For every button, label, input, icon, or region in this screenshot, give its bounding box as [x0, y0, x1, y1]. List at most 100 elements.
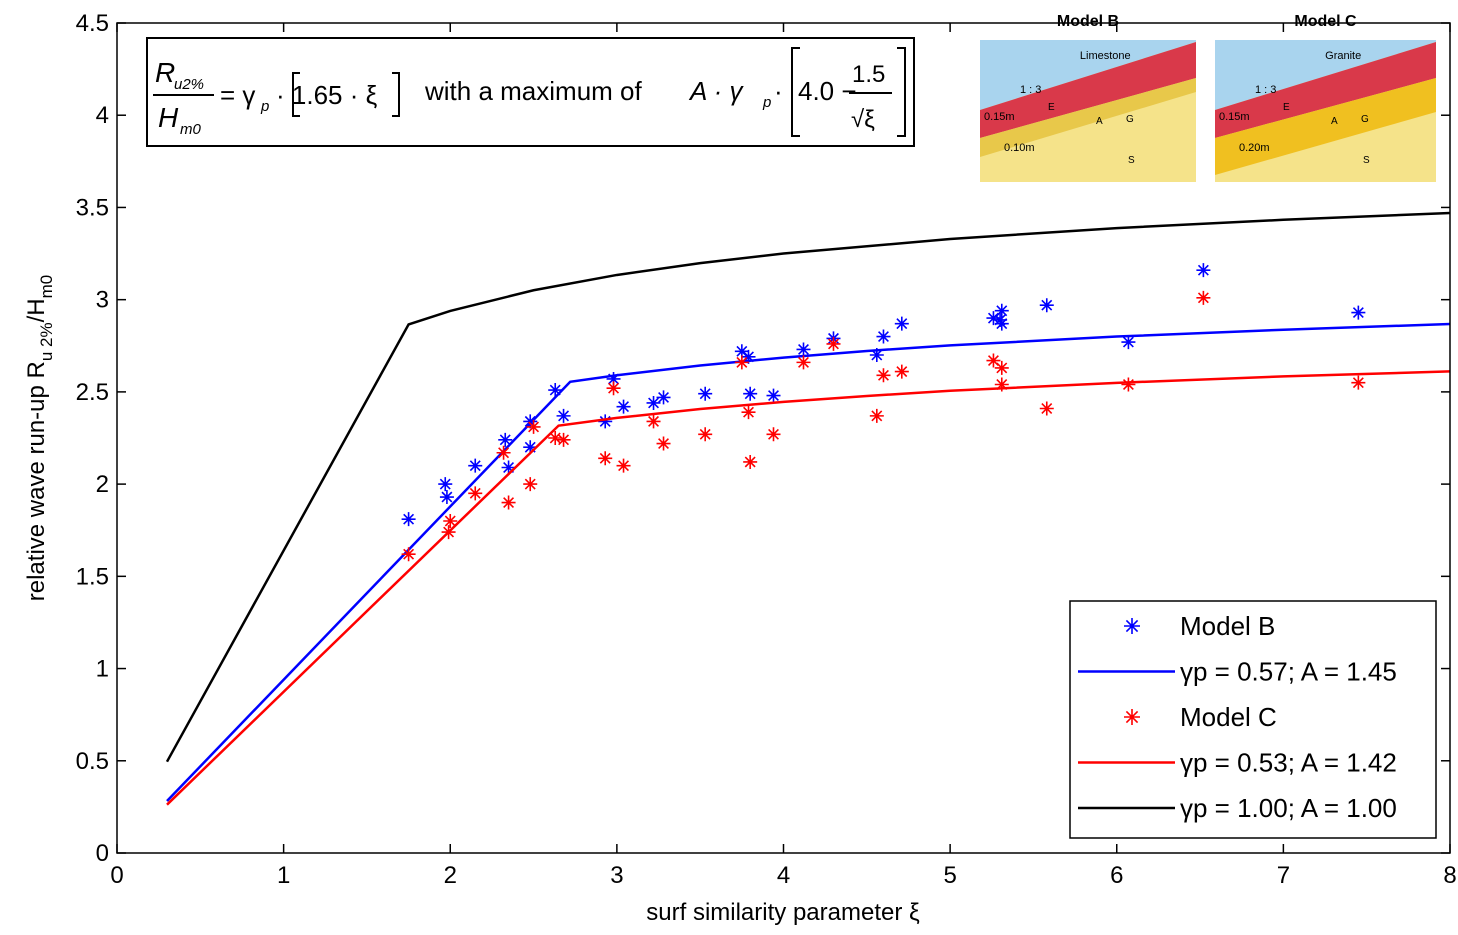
data-point [498, 432, 513, 447]
data-point [743, 454, 758, 469]
legend-label: γp = 0.57; A = 1.45 [1180, 657, 1397, 687]
data-point [698, 427, 713, 442]
legend-label: γp = 1.00; A = 1.00 [1180, 793, 1397, 823]
data-point [526, 419, 541, 434]
data-point [646, 395, 661, 410]
data-point [734, 355, 749, 370]
inset-text: Granite [1325, 50, 1361, 62]
data-point [1351, 375, 1366, 390]
y-tick-label: 1.5 [76, 563, 109, 590]
formula-text: 4.0 − [798, 76, 857, 106]
inset: Model C Granite 1 : 3 0.15m 0.20m E A G S [1215, 13, 1436, 182]
inset-text: 0.15m [1219, 111, 1250, 123]
x-tick-label: 5 [943, 862, 956, 889]
formula-text: 1.5 [852, 61, 885, 88]
data-point [548, 383, 563, 398]
data-point [986, 311, 1001, 326]
data-point [766, 427, 781, 442]
y-label-part: m0 [37, 275, 56, 299]
plot: 0 1 2 3 4 5 6 7 8 0 0.5 1 1.5 2 2.5 3 3.5 4 4.5 Model B γp =… [76, 10, 1457, 889]
inset-filter [980, 78, 1196, 157]
data-point [598, 451, 613, 466]
data-point [656, 390, 671, 405]
data-point [501, 495, 516, 510]
x-axis-label: surf similarity parameter ξ [646, 899, 920, 926]
data-point [741, 405, 756, 420]
y-label-part: relative wave run-up R [23, 361, 50, 601]
inset-text: Limestone [1080, 50, 1131, 62]
data-point [698, 386, 713, 401]
legend-label: Model C [1180, 702, 1277, 732]
y-axis-label: relative wave run-up Ru 2%/Hm0 [23, 275, 56, 601]
data-point [496, 445, 511, 460]
formula-text: A · γ [688, 76, 744, 106]
data-point [556, 408, 571, 423]
inset-armour [1215, 42, 1436, 138]
formula-text: H [158, 102, 179, 133]
data-point [616, 458, 631, 473]
data-point [986, 353, 1001, 368]
data-point [766, 388, 781, 403]
y-label-part: u 2% [37, 322, 56, 361]
inset-text: A [1331, 116, 1338, 127]
data-point [741, 349, 756, 364]
x-tick-label: 2 [444, 862, 457, 889]
data-point [401, 547, 416, 562]
data-point [869, 348, 884, 362]
formula-text: R [155, 57, 175, 88]
x-tick-label: 0 [110, 862, 123, 889]
data-point [401, 512, 416, 527]
bracket [791, 47, 906, 137]
data-point [743, 386, 758, 401]
data-point [876, 368, 891, 383]
legend-frame [1069, 600, 1437, 839]
y-tick-label: 0.5 [76, 748, 109, 775]
legend: Model B γp = 0.57; A = 1.45 Model C γp = 0.… [1069, 600, 1437, 839]
data-point [606, 381, 621, 396]
x-tick-label: 6 [1110, 862, 1123, 889]
inset-text: E [1283, 102, 1290, 113]
y-tick-label: 3 [96, 287, 109, 314]
data-point [523, 414, 538, 429]
inset-text: 1 : 3 [1020, 84, 1041, 96]
inset-filter [1215, 78, 1436, 175]
legend-marker [1124, 618, 1140, 634]
inset-text: G [1126, 114, 1134, 125]
inset-text: S [1363, 155, 1370, 166]
data-point [598, 414, 613, 429]
data-point [994, 360, 1009, 375]
data-point [439, 490, 454, 505]
data-point [734, 344, 749, 359]
formula-text: m0 [180, 121, 201, 138]
data-point [1351, 305, 1366, 320]
inset-text: G [1361, 114, 1369, 125]
formula-text: · 1.65 · ξ [276, 80, 378, 110]
inset-text: 0.15m [984, 111, 1015, 123]
data-point [548, 431, 563, 445]
data-point [869, 408, 884, 423]
data-point [468, 486, 483, 501]
formula-text: p [762, 94, 771, 111]
data-point [468, 458, 483, 473]
formula-text: · [774, 76, 783, 106]
inset-armour [980, 42, 1196, 138]
data-point [556, 432, 571, 447]
data-line [166, 370, 1451, 806]
data-point [796, 342, 811, 357]
y-tick-label: 4.5 [76, 10, 109, 37]
inset-title: Model C [1294, 13, 1357, 30]
data-point [646, 414, 661, 429]
inset-sky [1215, 40, 1436, 110]
data-point [1121, 377, 1136, 392]
formula-box: R u2% H m0 = γ p · 1.65 · ξ with a maxim… [146, 37, 915, 147]
data-point [894, 364, 909, 379]
plot-frame [116, 22, 1451, 854]
data-point [523, 477, 538, 492]
data-point [1039, 401, 1054, 416]
formula-text: p [260, 98, 269, 115]
data-point [796, 355, 811, 370]
legend-label: Model B [1180, 611, 1275, 641]
x-tick-label: 8 [1443, 862, 1456, 889]
formula-text: u2% [174, 76, 204, 93]
